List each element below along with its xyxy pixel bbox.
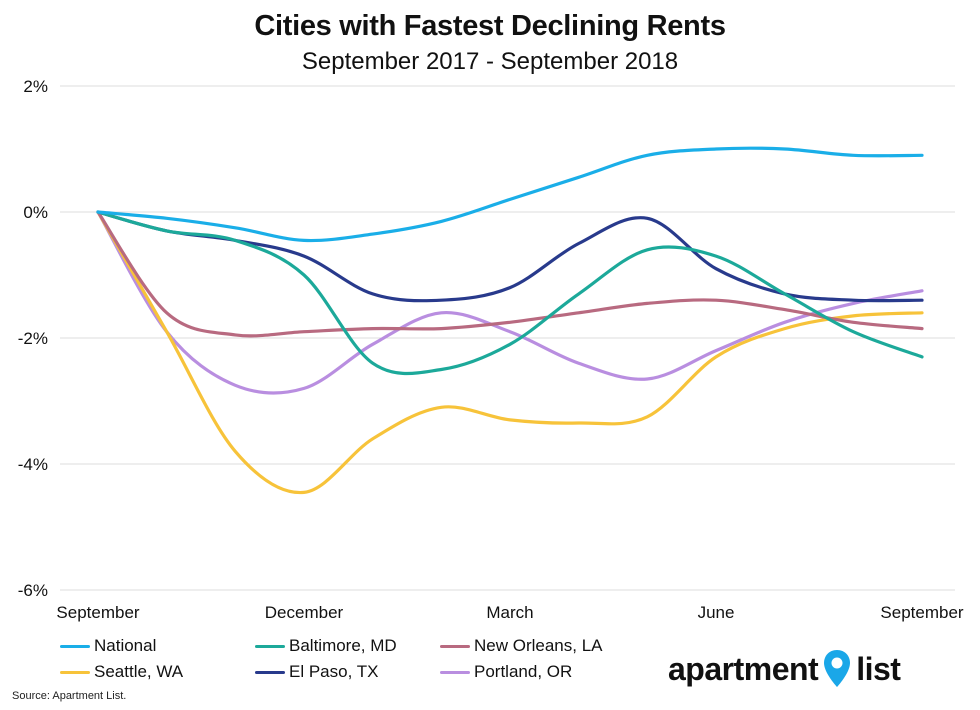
y-tick-label: 0% [23,203,48,222]
apartment-list-logo: apartment list [668,646,901,692]
y-tick-label: -2% [18,329,48,348]
legend-item: El Paso, TX [255,660,378,684]
series-line-portland-or [96,210,924,395]
legend-label: Seattle, WA [94,662,184,681]
legend-label: El Paso, TX [289,662,379,681]
legend-item: Baltimore, MD [255,634,397,658]
x-tick-label: December [265,603,344,622]
logo-word-list: list [856,650,901,687]
legend-swatch [440,644,470,648]
legend-label: New Orleans, LA [474,636,603,655]
legend-item: New Orleans, LA [440,634,603,658]
legend-item: Seattle, WA [60,660,183,684]
legend-swatch [255,670,285,674]
series-line-new-orleans-la [96,210,924,338]
legend-item: Portland, OR [440,660,572,684]
chart-title: Cities with Fastest Declining Rents [254,10,726,42]
logo-word-apartment: apartment [668,650,819,687]
y-tick-label: -4% [18,455,48,474]
line-chart: 2% 0% -2% -4% -6% September December March June S… [18,77,964,622]
series-line-national [96,146,924,243]
x-tick-label: June [698,603,735,622]
y-tick-label: -6% [18,581,48,600]
legend-label: Baltimore, MD [289,636,397,655]
legend-swatch [255,644,285,648]
x-tick-label: September [880,603,963,622]
legend-label: Portland, OR [474,662,573,681]
series-line-seattle-wa [96,210,924,495]
y-tick-label: 2% [23,77,48,96]
x-tick-label: September [56,603,139,622]
map-pin-icon [824,650,851,687]
source-note: Source: Apartment List. [12,690,127,702]
legend-item: National [60,634,156,658]
chart-subtitle: September 2017 - September 2018 [301,48,679,75]
x-tick-label: March [486,603,533,622]
legend-label: National [94,636,157,655]
series-line-baltimore-md [96,210,924,375]
legend-swatch [60,670,90,674]
legend: National Baltimore, MD New Orleans, LA Seat… [60,634,660,688]
legend-swatch [440,670,470,674]
legend-swatch [60,644,90,648]
